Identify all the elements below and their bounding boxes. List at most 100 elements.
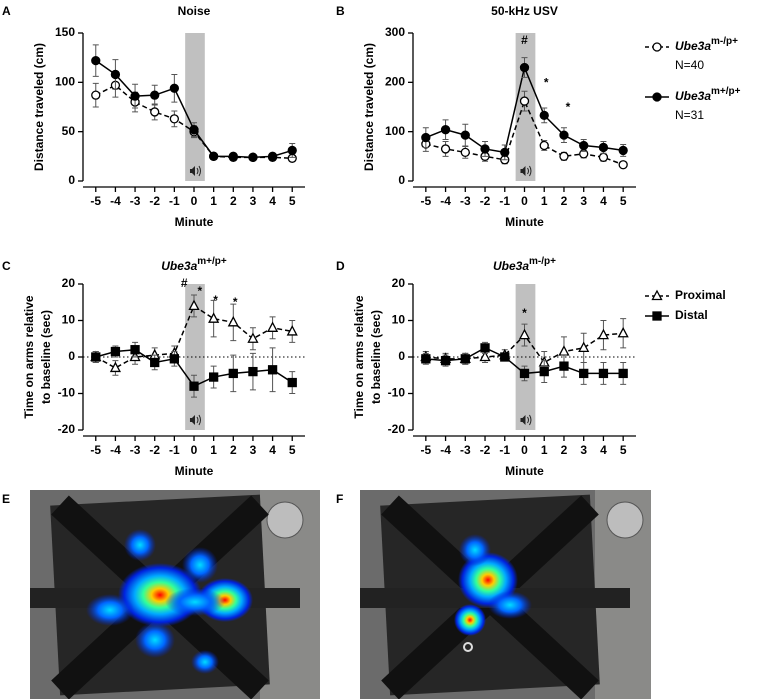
- data-point: [208, 312, 220, 323]
- y-tick-label: 50: [62, 124, 76, 138]
- x-tick-label: 0: [191, 443, 198, 457]
- speaker-body: [520, 415, 526, 425]
- chart-title: 50-kHz USV: [491, 4, 558, 18]
- data-point: [519, 62, 530, 73]
- title-text: 50-kHz USV: [491, 4, 558, 18]
- data-point: [287, 145, 297, 156]
- data-point: [130, 345, 140, 355]
- x-tick-label: -1: [169, 194, 180, 208]
- x-tick-label: 1: [210, 194, 217, 208]
- x-tick-label: 0: [521, 443, 528, 457]
- y-axis-label: Distance traveled (cm): [32, 43, 46, 171]
- y-tick-label: 100: [55, 75, 75, 89]
- legend-n: N=40: [675, 58, 704, 72]
- panel-letter: F: [336, 492, 343, 506]
- series: [421, 90, 628, 170]
- y-tick-label: -20: [388, 422, 406, 436]
- x-tick-label: -2: [149, 194, 160, 208]
- y-tick-label: 100: [385, 124, 405, 138]
- chart-title: Noise: [178, 4, 211, 18]
- data-point: [559, 361, 569, 371]
- data-point: [189, 125, 199, 135]
- annotation: *: [544, 76, 549, 90]
- x-tick-label: 1: [210, 443, 217, 457]
- data-point: [500, 352, 510, 362]
- data-point: [150, 90, 160, 100]
- fixture: [606, 501, 644, 539]
- x-tick-label: -1: [169, 443, 180, 457]
- y-axis-label: to baseline (sec): [369, 310, 383, 404]
- x-axis-label: Minute: [175, 215, 214, 229]
- data-point: [189, 381, 199, 391]
- data-point: [479, 350, 491, 362]
- title-text: Ube3a: [161, 259, 197, 273]
- x-tick-label: -4: [110, 443, 121, 457]
- camera-dot: [463, 642, 473, 652]
- x-tick-label: 3: [250, 194, 257, 208]
- y-tick-label: 300: [385, 25, 405, 39]
- x-tick-label: -4: [440, 194, 451, 208]
- y-tick-label: 0: [68, 349, 75, 363]
- title-text: Ube3a: [493, 259, 529, 273]
- x-axis-label: Minute: [505, 464, 544, 478]
- heatmap-image: [30, 490, 320, 699]
- y-tick-label: 10: [62, 313, 76, 327]
- x-tick-label: 4: [600, 194, 607, 208]
- series: [91, 44, 297, 162]
- y-axis-label: Time on arms relative: [22, 295, 36, 418]
- data-point: [208, 151, 219, 161]
- heat-blobs: [454, 534, 532, 636]
- y-tick-label: -20: [58, 422, 76, 436]
- x-tick-label: 5: [289, 443, 296, 457]
- data-point: [617, 326, 629, 338]
- data-point: [460, 147, 470, 158]
- annotation: *: [566, 100, 571, 114]
- x-tick-label: -5: [420, 443, 431, 457]
- data-point: [480, 343, 490, 353]
- series: [421, 57, 628, 161]
- speaker-wave: [527, 414, 532, 426]
- y-axis-label: Time on arms relative: [352, 295, 366, 418]
- x-tick-label: -5: [90, 194, 101, 208]
- panel-letter: C: [2, 259, 11, 273]
- data-point: [228, 151, 238, 161]
- data-point: [500, 147, 510, 158]
- legend-name: Proximal: [675, 288, 726, 302]
- data-point: [598, 368, 609, 379]
- data-point: [169, 354, 180, 364]
- x-tick-label: 2: [230, 443, 237, 457]
- x-tick-label: -4: [440, 443, 451, 457]
- data-point: [539, 140, 549, 151]
- data-point: [539, 366, 549, 377]
- y-tick-label: 20: [62, 276, 76, 290]
- x-tick-label: 5: [620, 194, 627, 208]
- data-point: [130, 91, 140, 101]
- data-point: [440, 125, 451, 135]
- x-tick-label: -2: [480, 443, 491, 457]
- legend-n: N=31: [675, 108, 704, 122]
- heat-blobs: [86, 529, 253, 674]
- x-tick-label: -4: [110, 194, 121, 208]
- panel-letter: E: [2, 492, 10, 506]
- panel-letter: B: [336, 4, 345, 18]
- data-point: [460, 354, 470, 364]
- legend-name: Ube3a: [675, 39, 711, 53]
- y-axis-label: to baseline (sec): [39, 310, 53, 404]
- x-tick-label: -3: [460, 194, 471, 208]
- data-point: [618, 145, 628, 156]
- y-axis-label: Distance traveled (cm): [362, 43, 376, 171]
- series-line: [425, 99, 624, 166]
- x-tick-label: 5: [289, 194, 296, 208]
- annotation: *: [198, 284, 203, 298]
- fixture: [266, 501, 304, 539]
- speaker-icon: [189, 414, 201, 426]
- series: [421, 341, 628, 385]
- stimulus-band: [185, 284, 205, 430]
- data-point: [169, 83, 180, 93]
- data-point: [91, 352, 101, 362]
- title-text: Noise: [178, 4, 211, 18]
- legend-marker: [651, 289, 663, 301]
- speaker-wave: [527, 165, 532, 177]
- data-point: [286, 325, 298, 336]
- legend-name: Distal: [675, 308, 708, 322]
